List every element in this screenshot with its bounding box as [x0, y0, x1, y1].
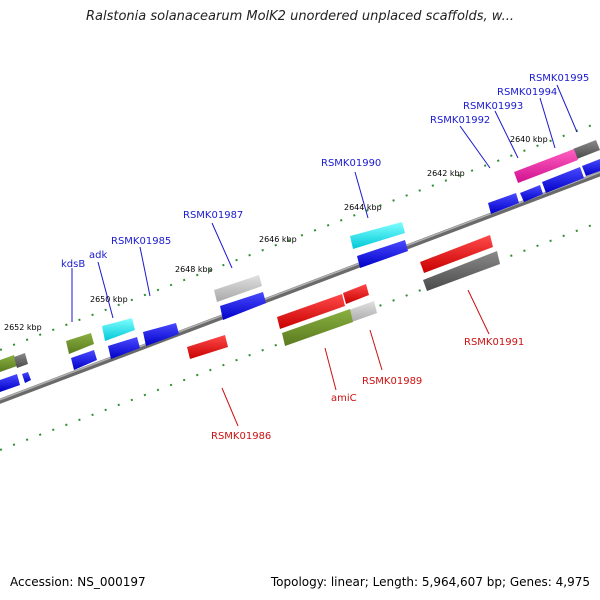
gene-label-rsmk01987[interactable]: RSMK01987 [183, 210, 243, 221]
leader-rsmk01991 [467, 289, 490, 335]
gene-blue-644[interactable] [357, 240, 408, 268]
gene-blue-652a[interactable] [71, 350, 97, 370]
leader-rsmk01986 [221, 387, 239, 427]
gene-red-645a[interactable] [343, 284, 369, 304]
gene-label-rsmk01994[interactable]: RSMK01994 [497, 87, 557, 98]
gene-label-rsmk01989[interactable]: RSMK01989 [362, 376, 422, 387]
kbp-label: 2646 kbp [259, 235, 297, 244]
gene-blue-640a[interactable] [520, 185, 543, 202]
leader-rsmk01992 [459, 125, 491, 169]
gene-rsmk01987[interactable] [214, 275, 262, 302]
leader-amiC [324, 347, 337, 391]
summary-text: Topology: linear; Length: 5,964,607 bp; … [270, 575, 590, 589]
gene-label-rsmk01992[interactable]: RSMK01992 [430, 115, 490, 126]
leader-rsmk01990 [354, 171, 369, 219]
gene-olive-edge[interactable] [0, 355, 17, 372]
kbp-label: 2652 kbp [4, 323, 42, 332]
kbp-label: 2650 kbp [90, 295, 128, 304]
gene-label-rsmk01991[interactable]: RSMK01991 [464, 337, 524, 348]
kbp-label: 2648 kbp [175, 265, 213, 274]
leader-rsmk01987 [211, 222, 233, 269]
gene-label-amiC[interactable]: amiC [331, 393, 357, 404]
gene-rsmk01989[interactable] [346, 301, 377, 323]
leader-rsmk01985 [139, 246, 151, 297]
accession-text: Accession: NS_000197 [10, 575, 146, 589]
gene-red-642[interactable] [420, 235, 493, 273]
gene-blue-640c[interactable] [582, 159, 600, 176]
gene-rsmk01991[interactable] [423, 251, 500, 291]
gene-adk[interactable] [102, 318, 135, 341]
reverse-genes [187, 235, 500, 359]
gene-rsmk01990[interactable] [350, 222, 405, 249]
gene-amiC[interactable] [282, 309, 353, 346]
leader-rsmk01989 [369, 329, 383, 371]
gene-kdsB[interactable] [66, 333, 94, 354]
gene-label-rsmk01986[interactable]: RSMK01986 [211, 431, 271, 442]
kbp-label: 2644 kbp [344, 203, 382, 212]
leader-rsmk01994 [539, 97, 556, 149]
gene-label-adk[interactable]: adk [89, 250, 107, 261]
gene-rsmk01986[interactable] [187, 335, 228, 359]
kbp-label: 2642 kbp [427, 169, 465, 178]
gene-blue-edge-a[interactable] [0, 374, 20, 392]
gene-label-rsmk01995[interactable]: RSMK01995 [529, 73, 589, 84]
gene-label-rsmk01990[interactable]: RSMK01990 [321, 158, 381, 169]
map-title: Ralstonia solanacearum MolK2 unordered u… [85, 9, 514, 24]
kbp-label: 2640 kbp [510, 135, 548, 144]
gene-label-rsmk01993[interactable]: RSMK01993 [463, 101, 523, 112]
gene-blue-642[interactable] [488, 193, 519, 214]
leader-rsmk01993 [494, 110, 519, 159]
gene-rsmk01994[interactable] [514, 149, 578, 183]
gene-label-kdsB[interactable]: kdsB [61, 259, 85, 270]
gene-blue-650[interactable] [108, 337, 140, 359]
gene-red-645b[interactable] [277, 294, 345, 329]
leader-adk [97, 261, 114, 319]
genome-backbone [0, 171, 600, 404]
gene-rsmk01985[interactable] [143, 323, 179, 346]
gene-label-rsmk01985[interactable]: RSMK01985 [111, 236, 171, 247]
gene-blue-648[interactable] [220, 292, 266, 320]
gene-gray-edge[interactable] [14, 353, 28, 368]
gene-rsmk01995[interactable] [573, 140, 600, 159]
gene-blue-edge-b[interactable] [22, 372, 31, 383]
leader-rsmk01995 [556, 84, 578, 133]
forward-genes [0, 140, 600, 392]
gene-blue-640b[interactable] [542, 167, 584, 193]
